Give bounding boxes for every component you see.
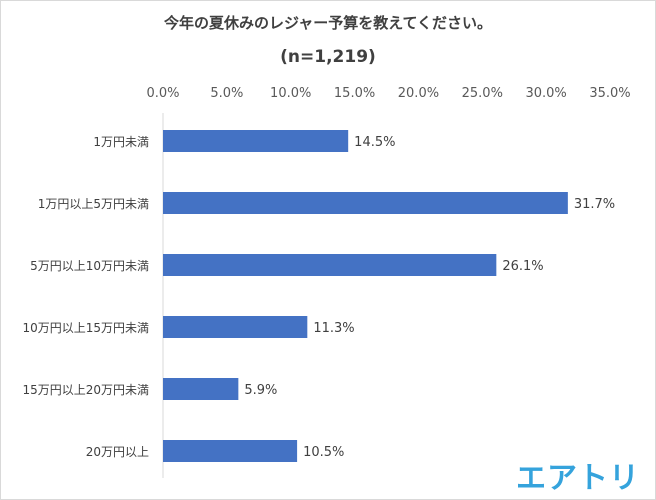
x-tick-label: 5.0% — [210, 86, 243, 101]
x-tick-label: 35.0% — [589, 86, 630, 101]
category-label: 5万円以上10万円未満 — [30, 259, 149, 273]
category-label: 20万円以上 — [86, 445, 149, 459]
x-tick-label: 30.0% — [525, 86, 566, 101]
category-label: 15万円以上20万円未満 — [22, 383, 149, 397]
category-label: 1万円以上5万円未満 — [38, 197, 149, 211]
x-tick-label: 20.0% — [398, 86, 439, 101]
bar — [163, 192, 568, 214]
bar — [163, 378, 239, 400]
data-label: 11.3% — [313, 321, 354, 336]
x-tick-label: 15.0% — [334, 86, 375, 101]
bar — [163, 254, 497, 276]
logo-airtrip: エアトリ — [516, 461, 640, 496]
data-label: 14.5% — [354, 135, 395, 150]
data-label: 31.7% — [574, 197, 615, 212]
data-label: 5.9% — [244, 383, 277, 398]
x-tick-label: 25.0% — [462, 86, 503, 101]
x-tick-label: 10.0% — [270, 86, 311, 101]
bar — [163, 316, 308, 338]
bar — [163, 130, 349, 152]
category-label: 10万円以上15万円未満 — [22, 321, 149, 335]
category-label: 1万円未満 — [93, 135, 149, 149]
x-tick-label: 0.0% — [146, 86, 179, 101]
bar — [163, 440, 298, 462]
chart-title: 今年の夏休みのレジャー予算を教えてください。 — [163, 14, 493, 32]
data-label: 10.5% — [303, 445, 344, 460]
chart-subtitle: (n=1,219) — [280, 47, 376, 67]
data-label: 26.1% — [502, 259, 543, 274]
